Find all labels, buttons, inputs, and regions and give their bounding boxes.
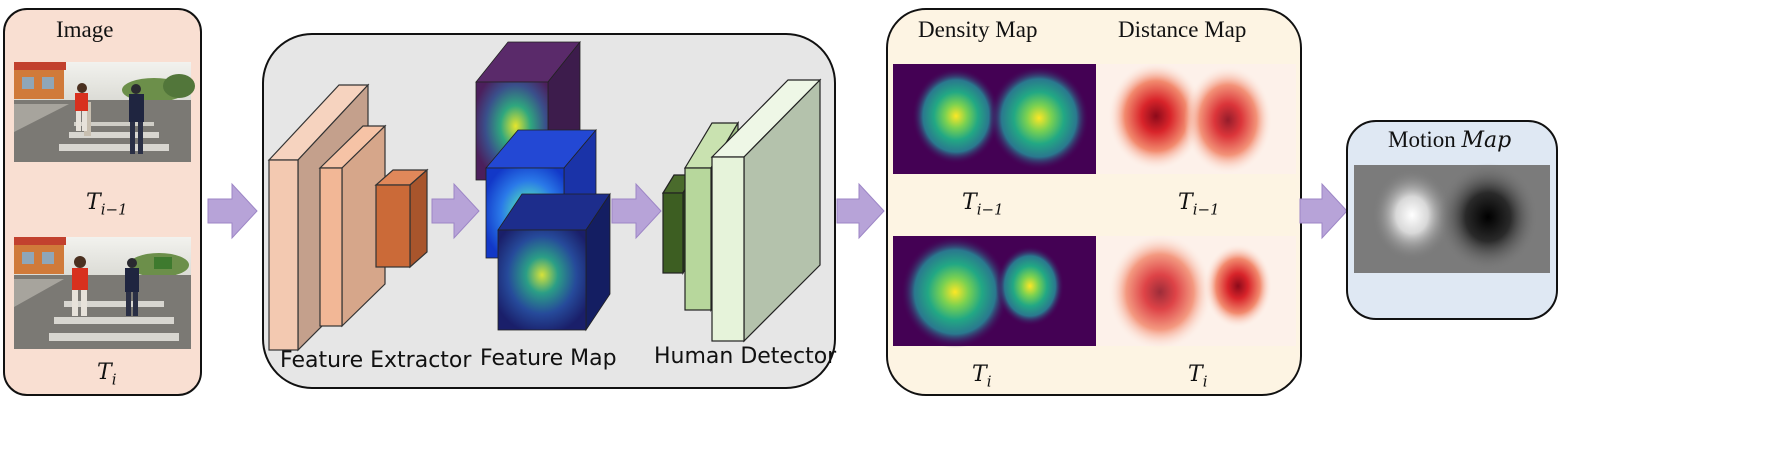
distance-map-title: Distance Map [1118,17,1247,42]
distance-map-prev [1098,62,1296,174]
distance-map-curr [1098,234,1296,350]
density-map-curr [893,236,1096,348]
motion-map-title: Motion Map [1388,127,1512,153]
density-prev-label: Ti−1 [962,190,1004,219]
feature-extractor-blocks [267,83,429,352]
image-panel-title: Image [56,17,114,42]
density-map-title: Density Map [918,17,1038,42]
feature-map-stack [475,40,611,332]
distance-prev-label: Ti−1 [1178,190,1220,219]
arrow-image-to-network [207,182,258,240]
arrow-maps-to-motion [1299,182,1348,240]
frame-curr-image [14,237,191,349]
motion-map-image [1354,163,1550,273]
human-detector-label: Human Detector [654,344,837,369]
arrow-extractor-to-featuremap [431,182,480,240]
density-curr-label: Ti [972,362,992,391]
human-detector-blocks [661,78,822,343]
density-map-prev [893,64,1096,174]
arrow-detector-to-maps [836,182,885,240]
feature-extractor-label: Feature Extractor [280,348,472,373]
frame-prev-label: Ti−1 [86,190,128,219]
frame-prev-image [14,62,195,162]
arrow-featuremap-to-detector [611,182,662,240]
feature-map-label: Feature Map [480,346,617,371]
frame-curr-label: Ti [97,360,117,389]
distance-curr-label: Ti [1188,362,1208,391]
